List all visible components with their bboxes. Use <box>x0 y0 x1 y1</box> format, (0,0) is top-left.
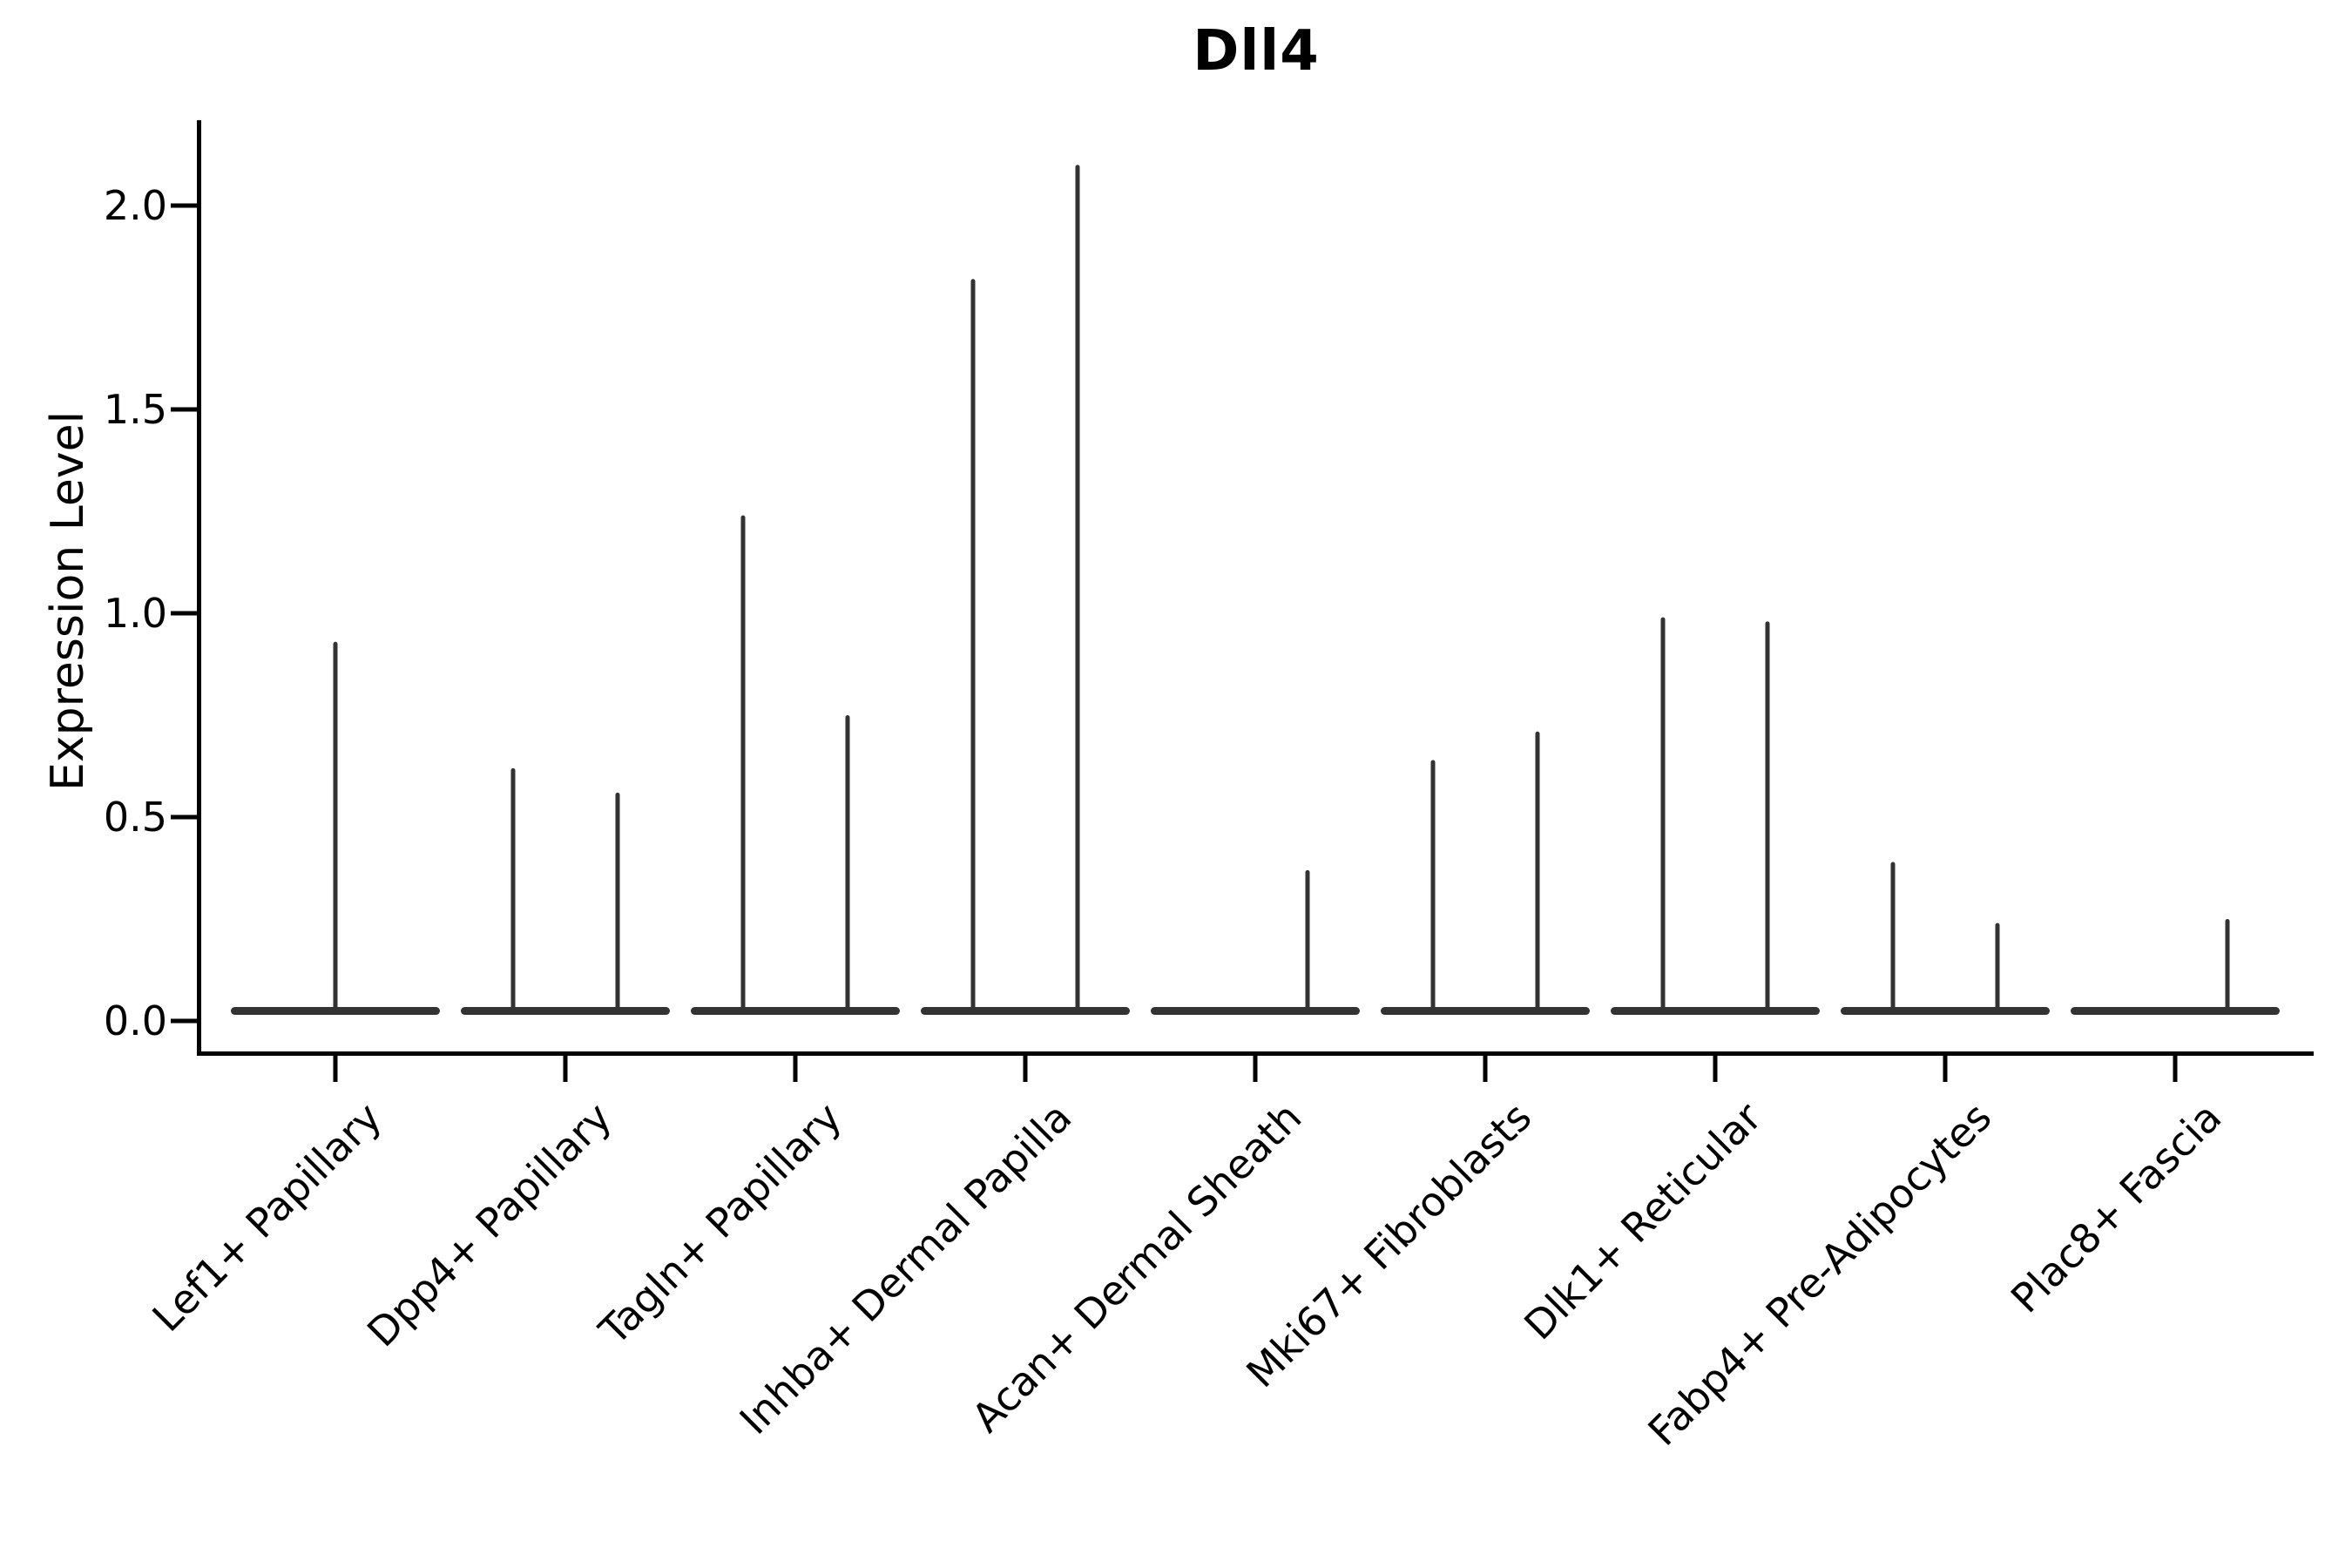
x-tick-mark <box>793 1056 798 1082</box>
chart-title: Dll4 <box>1193 19 1320 84</box>
violin-body <box>1381 1007 1590 1015</box>
violin-body <box>1841 1007 2050 1015</box>
y-tick-mark <box>171 814 197 820</box>
violin-spike <box>740 515 746 1013</box>
violin-body <box>921 1007 1130 1015</box>
x-tick-mark <box>1943 1056 1948 1082</box>
x-tick-mark <box>1483 1056 1488 1082</box>
violin-spike <box>1535 731 1540 1013</box>
y-tick-mark <box>171 611 197 616</box>
violin-spike <box>1430 760 1436 1013</box>
y-tick-label: 2.0 <box>103 182 167 229</box>
violin-spike <box>333 641 338 1013</box>
x-tick-mark <box>1713 1056 1718 1082</box>
violin-body <box>691 1007 900 1015</box>
violin-spike <box>1995 923 2000 1013</box>
violin-spike <box>615 792 620 1013</box>
violin-body <box>2071 1007 2280 1015</box>
x-tick-mark <box>1023 1056 1028 1082</box>
y-tick-label: 0.5 <box>103 794 167 841</box>
violin-spike <box>845 715 850 1013</box>
x-axis-spine <box>197 1051 2314 1056</box>
violin-spike <box>510 767 516 1013</box>
violin-spike <box>1890 862 1896 1013</box>
x-tick-mark <box>333 1056 338 1082</box>
violin-body <box>1611 1007 1820 1015</box>
y-tick-mark <box>171 407 197 412</box>
y-tick-label: 1.5 <box>103 386 167 433</box>
x-tick-mark <box>1253 1056 1258 1082</box>
y-tick-label: 0.0 <box>103 997 167 1044</box>
y-tick-mark <box>171 1018 197 1024</box>
y-axis-spine <box>197 120 201 1056</box>
y-tick-label: 1.0 <box>103 590 167 637</box>
y-tick-mark <box>171 203 197 208</box>
violin-body <box>461 1007 670 1015</box>
violin-spike <box>1660 617 1666 1013</box>
violin-spike <box>2225 919 2230 1013</box>
x-tick-mark <box>2173 1056 2178 1082</box>
violin-spike <box>1075 165 1080 1013</box>
violin-spike <box>1765 621 1770 1013</box>
violin-body <box>1151 1007 1360 1015</box>
violin-spike <box>970 279 976 1013</box>
x-tick-mark <box>563 1056 568 1082</box>
violin-spike <box>1305 869 1310 1013</box>
